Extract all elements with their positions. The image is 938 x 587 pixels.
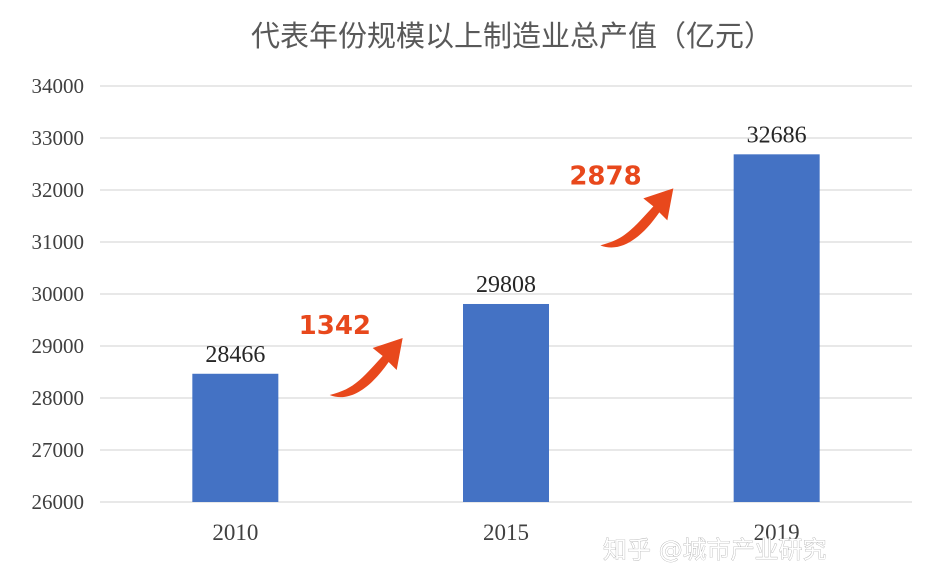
y-tick-label: 31000 (32, 230, 85, 254)
data-label-2010: 28466 (205, 342, 265, 368)
data-label-2015: 29808 (476, 272, 536, 298)
y-tick-label: 30000 (32, 282, 85, 306)
growth-arrow-2010-2015 (329, 337, 403, 398)
y-tick-label: 26000 (32, 490, 85, 514)
growth-value-2015-2019: 2878 (569, 161, 641, 191)
bar-2015 (463, 303, 549, 502)
x-tick-label-2015: 2015 (483, 520, 529, 545)
bars (192, 154, 820, 502)
watermark: 知乎 @城市产业研究 (603, 536, 827, 564)
x-axis-ticks: 2010 2015 2019 (212, 520, 799, 545)
bar-2010 (192, 373, 279, 502)
data-label-2019: 32686 (747, 122, 807, 148)
y-tick-label: 34000 (32, 74, 85, 98)
bar-2019 (733, 154, 820, 502)
y-axis-ticks: 26000 27000 28000 29000 30000 31000 32000 33000… (32, 74, 85, 514)
growth-annotations: 1342 2878 (299, 161, 674, 398)
growth-arrow-2015-2019 (600, 188, 674, 248)
data-labels: 28466 29808 32686 (205, 122, 806, 367)
x-tick-label-2019: 2019 (754, 520, 800, 545)
y-tick-label: 28000 (32, 386, 85, 410)
y-tick-label: 32000 (32, 178, 85, 202)
y-tick-label: 33000 (32, 126, 85, 150)
x-tick-label-2010: 2010 (212, 520, 258, 545)
growth-value-2010-2015: 1342 (299, 311, 371, 341)
y-tick-label: 27000 (32, 438, 85, 462)
chart-title: 代表年份规模以上制造业总产值（亿元） (251, 19, 773, 53)
y-tick-label: 29000 (32, 334, 85, 358)
